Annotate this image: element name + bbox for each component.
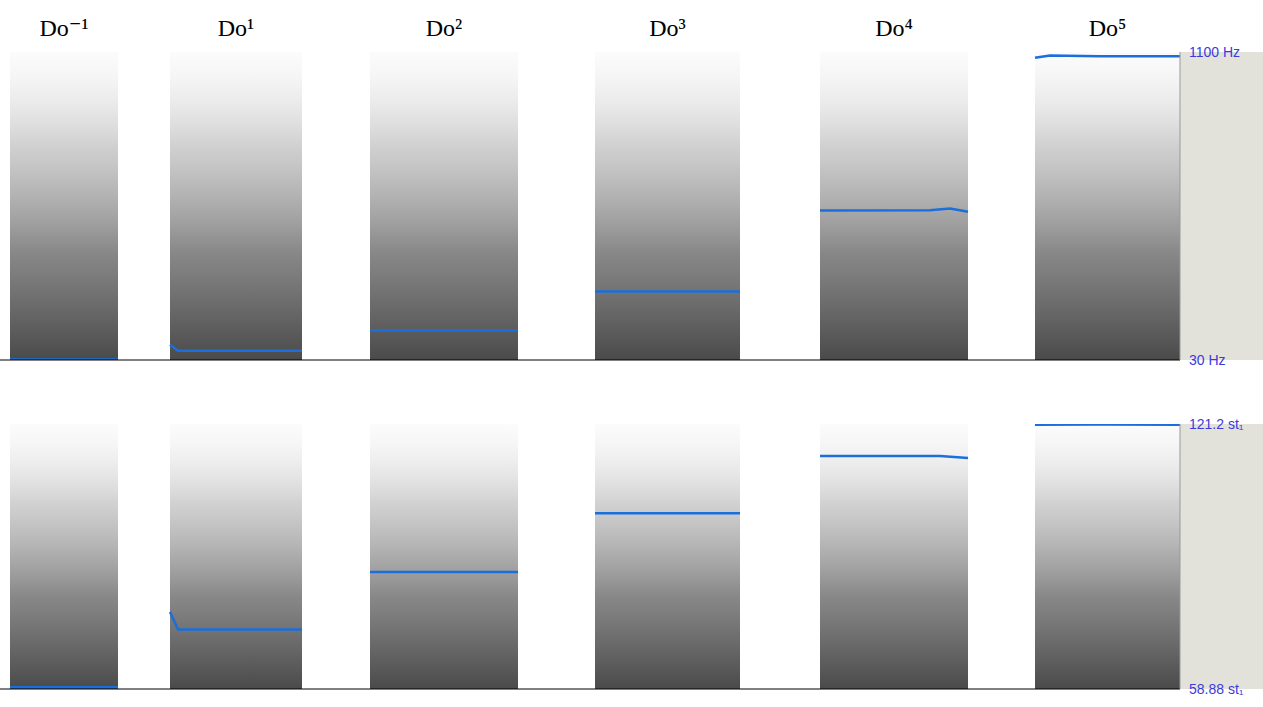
- svg-text:Do²: Do²: [426, 15, 463, 41]
- svg-text:Do³: Do³: [649, 15, 686, 41]
- svg-text:Do¹: Do¹: [218, 15, 255, 41]
- svg-text:Do⁵: Do⁵: [1089, 15, 1127, 41]
- svg-text:Do⁻¹: Do⁻¹: [39, 15, 88, 41]
- svg-text:1100 Hz: 1100 Hz: [1189, 44, 1240, 60]
- svg-text:30 Hz: 30 Hz: [1189, 352, 1226, 368]
- svg-text:Do⁴: Do⁴: [875, 15, 913, 41]
- svg-text:121.2 st₁: 121.2 st₁: [1189, 416, 1244, 432]
- svg-text:58.88 st₁: 58.88 st₁: [1189, 681, 1244, 697]
